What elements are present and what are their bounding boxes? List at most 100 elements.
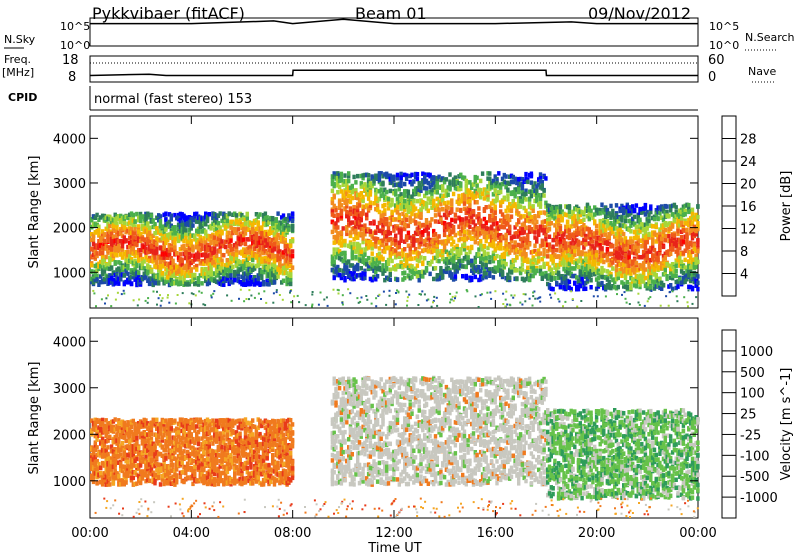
power-cell	[558, 284, 563, 290]
power-cell	[251, 257, 255, 263]
power-cell	[151, 282, 155, 288]
power-cell	[102, 213, 107, 219]
power-cell	[484, 238, 488, 244]
power-cell	[111, 218, 116, 223]
power-cell	[343, 238, 347, 244]
power-cell	[468, 249, 472, 255]
power-cell	[582, 217, 586, 222]
power-cell	[184, 250, 188, 255]
power-cell	[227, 211, 231, 217]
power-cell	[100, 245, 105, 250]
power-cell	[93, 223, 97, 228]
power-cell	[207, 278, 211, 283]
power-cell	[135, 271, 139, 276]
power-cell	[383, 202, 387, 208]
power-cell	[565, 219, 570, 225]
power-cell	[189, 216, 193, 222]
power-cell	[146, 227, 150, 233]
power-cell	[97, 261, 101, 267]
power-cell	[167, 224, 172, 229]
power-cell	[182, 229, 186, 235]
power-cell	[176, 255, 181, 260]
power-cell	[198, 219, 202, 225]
power-cell	[91, 252, 96, 258]
power-cell	[564, 245, 568, 250]
power-cell	[138, 214, 143, 219]
power-cell	[119, 268, 123, 274]
power-cell	[147, 249, 152, 254]
power-cell	[185, 273, 190, 278]
power-cell	[424, 203, 429, 208]
power-cell	[202, 215, 206, 221]
power-cell	[336, 190, 340, 195]
power-cell	[254, 231, 259, 237]
power-cell	[508, 230, 512, 236]
power-cell	[555, 247, 559, 253]
power-cell	[149, 235, 154, 240]
power-cell	[126, 249, 130, 255]
power-cell	[91, 247, 96, 253]
power-cell	[102, 269, 107, 274]
power-cell	[90, 246, 94, 252]
power-cell	[178, 252, 183, 257]
power-cell	[600, 202, 604, 207]
power-cell	[567, 205, 572, 210]
power-cell	[205, 258, 210, 263]
power-cell	[584, 242, 588, 247]
power-cell	[178, 221, 183, 226]
power-cell	[169, 217, 173, 222]
power-cell	[160, 271, 164, 276]
power-cell	[439, 201, 443, 207]
power-cell	[388, 230, 392, 236]
power-cell	[95, 268, 99, 273]
power-cell	[189, 246, 193, 251]
power-cell	[128, 275, 132, 281]
power-cell	[124, 254, 128, 259]
power-cell	[178, 280, 183, 285]
power-cell	[446, 205, 450, 210]
power-cell	[91, 222, 96, 227]
power-cell	[204, 266, 208, 272]
power-cell	[348, 211, 353, 217]
power-cell	[234, 252, 239, 257]
power-cell	[157, 218, 161, 223]
power-cell	[182, 275, 186, 280]
power-cell	[432, 198, 436, 204]
power-cell	[111, 226, 116, 232]
power-cell	[153, 251, 157, 256]
power-cell	[184, 235, 188, 241]
power-cell	[580, 265, 584, 270]
power-cell	[99, 274, 103, 279]
power-cell	[348, 206, 353, 211]
power-cell	[106, 277, 110, 283]
power-cell	[408, 251, 412, 256]
power-cell	[176, 225, 181, 230]
power-cell	[173, 231, 177, 236]
power-cell	[247, 262, 251, 267]
power-cell	[370, 251, 374, 256]
power-cell	[423, 174, 427, 180]
power-cell	[356, 266, 360, 272]
power-cell	[149, 248, 154, 254]
power-cell	[126, 215, 130, 221]
power-cell	[147, 225, 152, 231]
power-cell	[520, 185, 525, 191]
power-cell	[441, 207, 445, 212]
power-cell	[113, 272, 117, 278]
power-cell	[166, 255, 170, 260]
power-cell	[122, 251, 126, 257]
power-cell	[153, 222, 157, 227]
power-cell	[533, 243, 537, 248]
power-cell	[399, 232, 403, 237]
nave-tick-top: 60	[708, 53, 725, 68]
nsky-tick-bottom: 10^0	[60, 39, 91, 52]
power-cell	[589, 272, 593, 278]
power-cell	[175, 268, 179, 273]
power-cell	[111, 270, 116, 275]
power-cell	[119, 229, 123, 234]
power-cell	[187, 282, 192, 287]
power-cell	[180, 267, 184, 273]
power-cell	[153, 273, 157, 279]
power-cell	[535, 219, 539, 225]
power-cell	[166, 268, 170, 273]
